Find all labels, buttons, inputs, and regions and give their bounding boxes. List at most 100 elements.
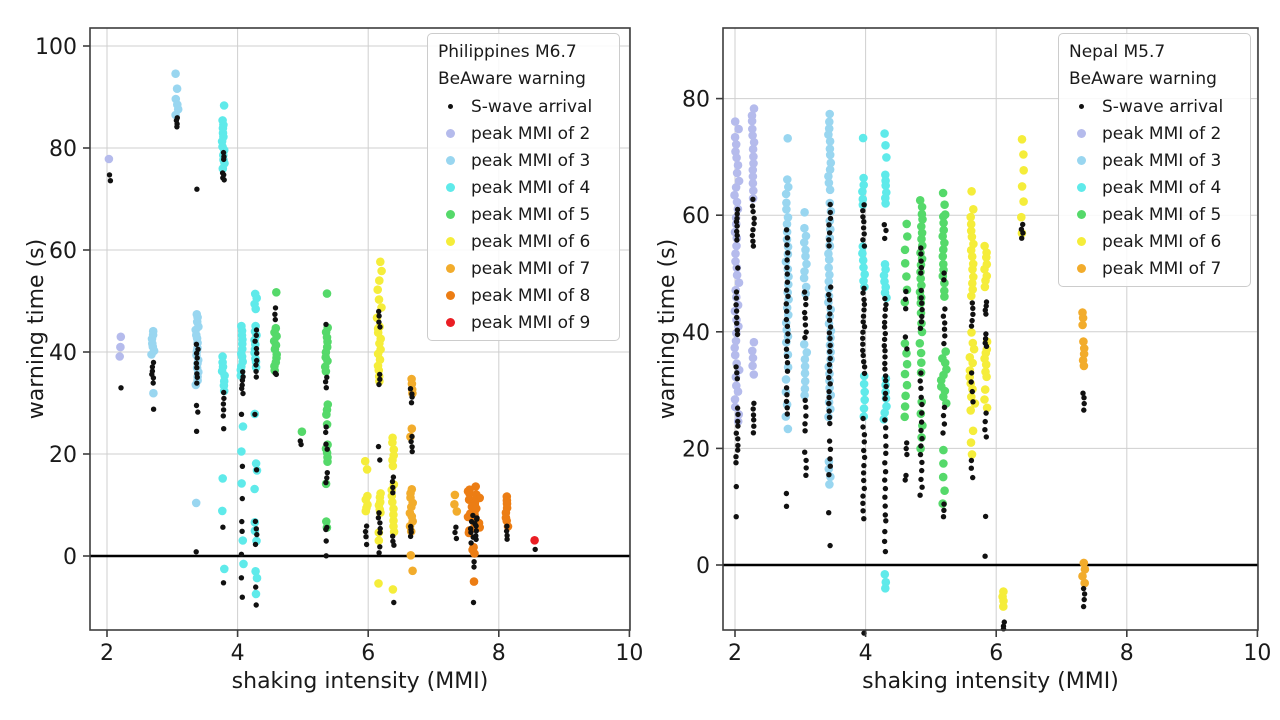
swave-marker-icon — [1069, 104, 1093, 109]
axes-spines — [722, 27, 1259, 631]
y-tick-label: 60 — [682, 204, 710, 229]
legend-entry-label: peak MMI of 9 — [471, 312, 591, 333]
mmi2-dot — [445, 129, 455, 138]
mmi7-dot — [445, 264, 455, 273]
y-axis-label-right: warning time (s) — [655, 238, 680, 420]
legend-entry-label: S-wave arrival — [471, 96, 593, 117]
legend-entry: peak MMI of 7 — [1069, 255, 1244, 282]
y-tick-label: 20 — [49, 443, 77, 468]
y-tick-label: 40 — [682, 321, 710, 346]
scatter-points — [104, 69, 539, 608]
x-axis-label-right: shaking intensity (MMI) — [862, 669, 1119, 694]
mmi2-dot — [1076, 129, 1086, 138]
x-tick-label: 2 — [100, 641, 114, 666]
mmi3-marker-icon — [438, 156, 462, 165]
mmi5-marker-icon — [1069, 210, 1093, 219]
legend-entry: peak MMI of 5 — [438, 201, 613, 228]
mmi6-dot — [445, 237, 455, 246]
legend-entry-label: peak MMI of 4 — [1102, 177, 1222, 198]
x-tick-label: 4 — [859, 641, 873, 666]
legend-nepal: Nepal M5.7 BeAware warning S-wave arriva… — [1058, 33, 1251, 287]
legend-entry-label: peak MMI of 6 — [471, 231, 591, 252]
mmi8-dot — [445, 291, 455, 300]
mmi2-marker-icon — [1069, 129, 1093, 138]
tick-marks — [83, 45, 631, 637]
x-tick-label: 6 — [989, 641, 1003, 666]
legend-entry-label: peak MMI of 5 — [471, 204, 591, 225]
mmi5-dot — [1076, 210, 1086, 219]
mmi3-dot — [445, 156, 455, 165]
legend-entry: peak MMI of 4 — [1069, 174, 1244, 201]
legend-philippines: Philippines M6.7 BeAware warning S-wave … — [427, 33, 620, 341]
legend-title: Philippines M6.7 — [438, 42, 577, 62]
legend-entry-label: peak MMI of 2 — [1102, 123, 1222, 144]
swave-dot — [1078, 104, 1084, 109]
legend-entry-label: peak MMI of 3 — [471, 150, 591, 171]
legend-entry-label: S-wave arrival — [1102, 96, 1224, 117]
legend-entry-label: peak MMI of 8 — [471, 285, 591, 306]
mmi4-dot — [445, 183, 455, 192]
legend-title: Nepal M5.7 — [1069, 42, 1166, 62]
swave-marker-icon — [438, 104, 462, 109]
mmi3-dot — [1076, 156, 1086, 165]
mmi4-marker-icon — [1069, 183, 1093, 192]
mmi8-marker-icon — [438, 291, 462, 300]
legend-entry-label: peak MMI of 6 — [1102, 231, 1222, 252]
legend-entry: peak MMI of 2 — [438, 120, 613, 147]
mmi2-marker-icon — [438, 129, 462, 138]
y-tick-label: 40 — [49, 341, 77, 366]
legend-entry: peak MMI of 3 — [438, 147, 613, 174]
swave-dot — [447, 104, 453, 109]
scatter-points — [730, 104, 1090, 636]
x-tick-label: 10 — [1243, 641, 1271, 666]
legend-entry-label: peak MMI of 7 — [471, 258, 591, 279]
y-tick-label: 20 — [682, 437, 710, 462]
legend-entry: S-wave arrival — [1069, 93, 1244, 120]
y-tick-label: 0 — [696, 554, 710, 579]
tick-marks — [716, 97, 1259, 637]
mmi6-marker-icon — [1069, 237, 1093, 246]
legend-entry-label: peak MMI of 4 — [471, 177, 591, 198]
legend-subtitle: BeAware warning — [438, 69, 586, 89]
legend-entry: peak MMI of 8 — [438, 282, 613, 309]
y-tick-label: 80 — [49, 137, 77, 162]
x-tick-label: 8 — [492, 641, 506, 666]
legend-entry-label: peak MMI of 3 — [1102, 150, 1222, 171]
mmi6-marker-icon — [438, 237, 462, 246]
legend-entry: peak MMI of 9 — [438, 309, 613, 336]
mmi9-marker-icon — [438, 318, 462, 327]
y-tick-label: 100 — [35, 35, 77, 60]
mmi5-marker-icon — [438, 210, 462, 219]
legend-entry-label: peak MMI of 5 — [1102, 204, 1222, 225]
y-tick-label: 0 — [63, 545, 77, 570]
legend-entry: peak MMI of 5 — [1069, 201, 1244, 228]
mmi4-marker-icon — [438, 183, 462, 192]
legend-entry-label: peak MMI of 7 — [1102, 258, 1222, 279]
legend-entry-label: peak MMI of 2 — [471, 123, 591, 144]
mmi4-dot — [1076, 183, 1086, 192]
x-tick-label: 8 — [1120, 641, 1134, 666]
y-axis-label-left: warning time (s) — [24, 238, 49, 420]
mmi7-dot — [1076, 264, 1086, 273]
mmi9-dot — [445, 318, 455, 327]
legend-entry: S-wave arrival — [438, 93, 613, 120]
axes-spines — [89, 27, 631, 631]
mmi5-dot — [445, 210, 455, 219]
x-tick-label: 10 — [615, 641, 643, 666]
x-tick-label: 6 — [361, 641, 375, 666]
legend-entry: peak MMI of 7 — [438, 255, 613, 282]
legend-subtitle: BeAware warning — [1069, 69, 1217, 89]
legend-entry: peak MMI of 6 — [438, 228, 613, 255]
legend-entry: peak MMI of 3 — [1069, 147, 1244, 174]
x-tick-label: 4 — [231, 641, 245, 666]
mmi3-marker-icon — [1069, 156, 1093, 165]
legend-entry: peak MMI of 2 — [1069, 120, 1244, 147]
legend-entry: peak MMI of 6 — [1069, 228, 1244, 255]
mmi7-marker-icon — [1069, 264, 1093, 273]
legend-entry: peak MMI of 4 — [438, 174, 613, 201]
x-axis-label-left: shaking intensity (MMI) — [231, 669, 489, 694]
y-tick-label: 80 — [682, 88, 710, 113]
